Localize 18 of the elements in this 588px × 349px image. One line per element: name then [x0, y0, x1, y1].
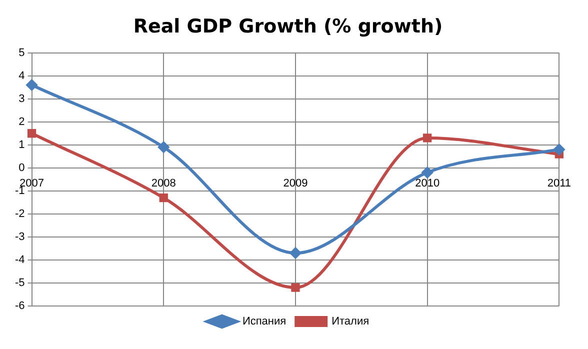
y-tick-label: -2	[15, 208, 25, 220]
y-tick-label: 0	[18, 162, 25, 174]
x-tick-label: 2010	[415, 178, 440, 190]
y-tick-label: -4	[15, 254, 25, 266]
legend-label: Италия	[332, 316, 370, 328]
y-tick-label: 4	[18, 70, 25, 82]
legend-label: Испания	[242, 316, 286, 328]
x-tick-label: 2011	[547, 178, 571, 190]
y-tick-label: 2	[18, 116, 25, 128]
y-tick-label: 5	[18, 46, 25, 59]
y-tick-label: -6	[15, 300, 25, 312]
y-tick-label: 1	[18, 138, 25, 151]
y-tick-label: 3	[18, 92, 25, 105]
x-tick-label: 2009	[283, 178, 308, 190]
y-tick-label: -3	[15, 230, 25, 243]
chart-title: Real GDP Growth (% growth)	[133, 15, 443, 38]
y-tick-label: -5	[15, 277, 25, 290]
x-tick-label: 2008	[151, 178, 176, 190]
